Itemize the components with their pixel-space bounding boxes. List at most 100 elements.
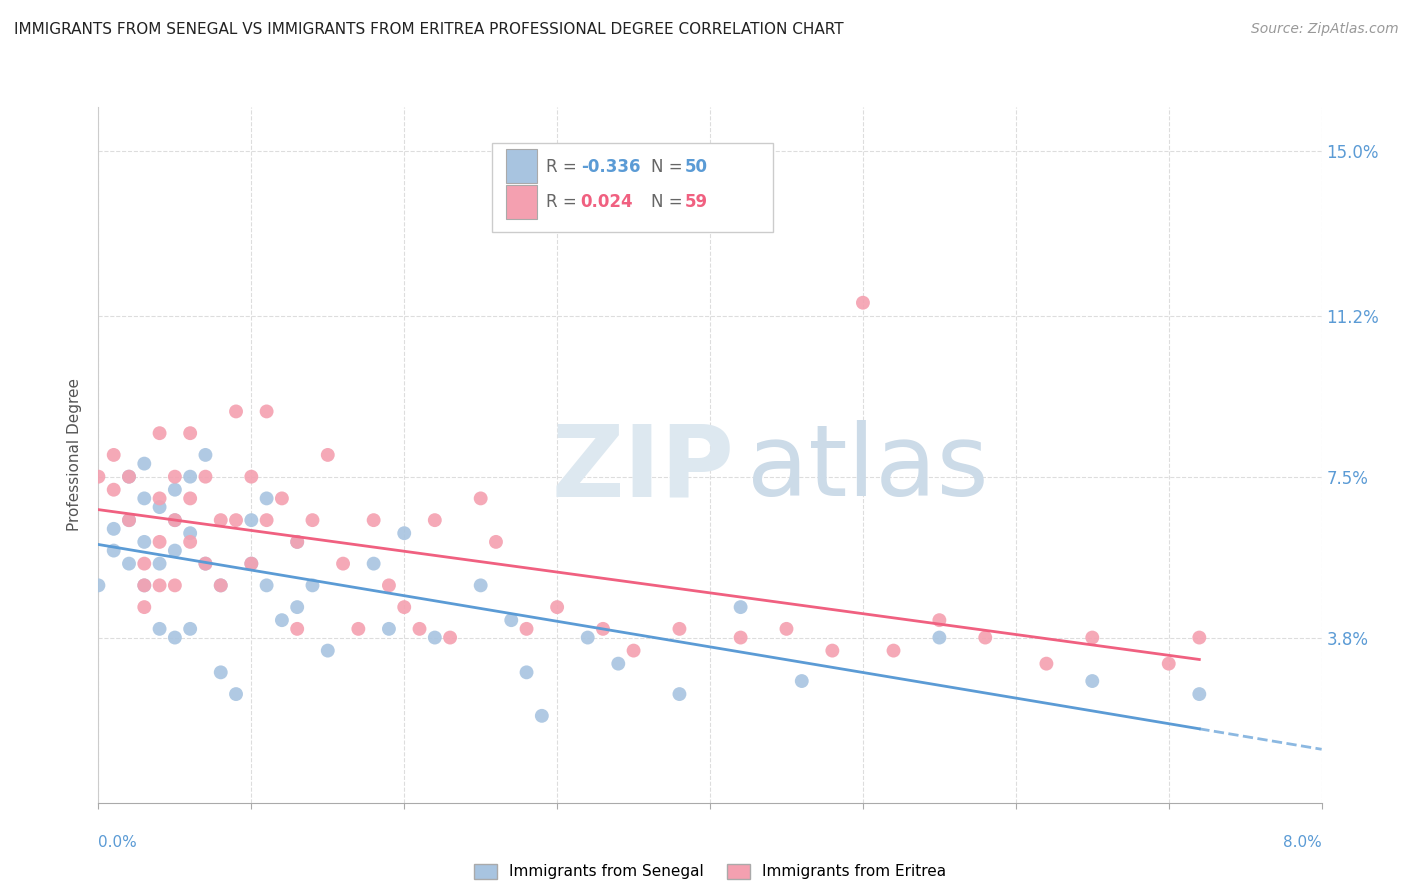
Point bbox=[301, 513, 323, 527]
Point bbox=[730, 631, 752, 645]
Point bbox=[592, 622, 614, 636]
Point bbox=[87, 578, 110, 592]
Point bbox=[209, 578, 232, 592]
Point bbox=[285, 535, 308, 549]
Point bbox=[821, 643, 844, 657]
Point bbox=[790, 674, 813, 689]
Point bbox=[179, 469, 201, 483]
Point bbox=[118, 469, 141, 483]
Text: 0.0%: 0.0% bbox=[98, 836, 138, 850]
Point bbox=[240, 557, 263, 571]
Point bbox=[179, 526, 201, 541]
Text: IMMIGRANTS FROM SENEGAL VS IMMIGRANTS FROM ERITREA PROFESSIONAL DEGREE CORRELATI: IMMIGRANTS FROM SENEGAL VS IMMIGRANTS FR… bbox=[14, 22, 844, 37]
Point bbox=[103, 543, 125, 558]
Point bbox=[285, 600, 308, 615]
Text: R =: R = bbox=[546, 194, 582, 211]
Point bbox=[134, 578, 156, 592]
Point bbox=[607, 657, 630, 671]
Point bbox=[163, 513, 186, 527]
Point bbox=[209, 578, 232, 592]
Point bbox=[194, 469, 217, 483]
Point bbox=[883, 643, 905, 657]
Point bbox=[1188, 631, 1211, 645]
Point bbox=[928, 631, 950, 645]
Point bbox=[423, 513, 446, 527]
Point bbox=[225, 687, 247, 701]
Point bbox=[163, 513, 186, 527]
Point bbox=[149, 500, 172, 514]
Text: 50: 50 bbox=[685, 158, 707, 176]
Point bbox=[103, 522, 125, 536]
Point bbox=[118, 513, 141, 527]
Legend: Immigrants from Senegal, Immigrants from Eritrea: Immigrants from Senegal, Immigrants from… bbox=[468, 857, 952, 886]
Point bbox=[225, 513, 247, 527]
Point bbox=[209, 665, 232, 680]
Point bbox=[149, 426, 172, 441]
Point bbox=[470, 578, 492, 592]
Point bbox=[378, 622, 401, 636]
Point bbox=[240, 557, 263, 571]
Text: R =: R = bbox=[546, 158, 582, 176]
Point bbox=[730, 600, 752, 615]
Point bbox=[179, 426, 201, 441]
Point bbox=[363, 513, 385, 527]
Text: -0.336: -0.336 bbox=[581, 158, 640, 176]
Point bbox=[363, 557, 385, 571]
Point bbox=[301, 578, 323, 592]
Point bbox=[1188, 687, 1211, 701]
Point bbox=[1081, 674, 1104, 689]
Point bbox=[256, 513, 278, 527]
Text: ZIP: ZIP bbox=[551, 420, 734, 517]
Point bbox=[149, 535, 172, 549]
Text: 0.024: 0.024 bbox=[581, 194, 633, 211]
Point bbox=[149, 622, 172, 636]
Point bbox=[149, 491, 172, 506]
Point bbox=[974, 631, 997, 645]
Point bbox=[103, 448, 125, 462]
Text: 8.0%: 8.0% bbox=[1282, 836, 1322, 850]
Text: N =: N = bbox=[651, 158, 688, 176]
Point bbox=[270, 491, 294, 506]
Point bbox=[470, 491, 492, 506]
Point bbox=[852, 295, 875, 310]
Point bbox=[928, 613, 950, 627]
Point bbox=[194, 557, 217, 571]
Point bbox=[623, 643, 645, 657]
Point bbox=[285, 622, 308, 636]
Point bbox=[423, 631, 446, 645]
Point bbox=[378, 578, 401, 592]
Point bbox=[134, 557, 156, 571]
Point bbox=[163, 469, 186, 483]
Point bbox=[256, 491, 278, 506]
Text: N =: N = bbox=[651, 194, 688, 211]
Text: 59: 59 bbox=[685, 194, 707, 211]
Point bbox=[134, 457, 156, 471]
Point bbox=[134, 491, 156, 506]
Point bbox=[118, 557, 141, 571]
Point bbox=[316, 448, 339, 462]
Point bbox=[194, 448, 217, 462]
Point bbox=[1157, 657, 1180, 671]
Point bbox=[439, 631, 461, 645]
Point bbox=[134, 535, 156, 549]
Point bbox=[285, 535, 308, 549]
Point bbox=[118, 469, 141, 483]
Point bbox=[347, 622, 370, 636]
Point bbox=[179, 622, 201, 636]
Point bbox=[485, 535, 508, 549]
Point bbox=[209, 513, 232, 527]
Point bbox=[149, 557, 172, 571]
Point bbox=[134, 600, 156, 615]
Point bbox=[316, 643, 339, 657]
Point bbox=[1081, 631, 1104, 645]
Point bbox=[501, 613, 523, 627]
Point bbox=[668, 687, 690, 701]
Point bbox=[256, 404, 278, 418]
Point bbox=[240, 469, 263, 483]
Y-axis label: Professional Degree: Professional Degree bbox=[67, 378, 83, 532]
Point bbox=[256, 578, 278, 592]
Point bbox=[516, 622, 538, 636]
Point bbox=[118, 513, 141, 527]
Point bbox=[179, 491, 201, 506]
Point bbox=[516, 665, 538, 680]
